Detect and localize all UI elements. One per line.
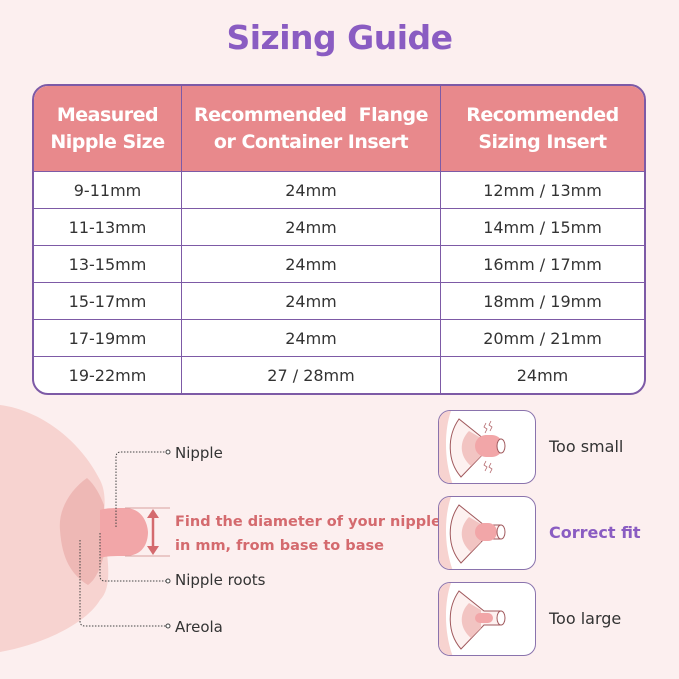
- table-cell: 24mm: [182, 172, 441, 208]
- table-row: 15-17mm 24mm 18mm / 19mm: [34, 282, 644, 319]
- table-cell: 14mm / 15mm: [483, 217, 602, 237]
- table-header-row: Measured Nipple Size Recommended Flange or…: [34, 86, 644, 171]
- fit-label: Too large: [549, 609, 622, 628]
- table-cell: 12mm / 13mm: [483, 180, 602, 200]
- table-cell: 20mm / 21mm: [483, 328, 602, 348]
- table-cell: 9-11mm: [34, 172, 182, 208]
- table-cell: 19-22mm: [34, 357, 182, 393]
- table-row: 19-22mm 27 / 28mm 24mm: [34, 356, 644, 393]
- table-row: 13-15mm 24mm 16mm / 17mm: [34, 245, 644, 282]
- table-cell: 13-15mm: [34, 246, 182, 282]
- table-cell: 16mm / 17mm: [483, 254, 602, 274]
- table-cell: 24mm: [182, 246, 441, 282]
- nipple-diagram: [0, 405, 171, 652]
- flange-correct-fit-icon: [438, 496, 536, 570]
- table-cell: 11-13mm: [34, 209, 182, 245]
- header-measured-nipple-size: Measured Nipple Size: [34, 86, 182, 171]
- sizing-table: Measured Nipple Size Recommended Flange or…: [32, 84, 646, 395]
- measure-instruction: Find the diameter of your nipple in mm, f…: [175, 514, 441, 554]
- table-cell: 18mm / 19mm: [483, 291, 602, 311]
- table-cell: 27 / 28mm: [182, 357, 441, 393]
- flange-too-small-icon: [438, 410, 536, 484]
- header-recommended-flange: Recommended Flange or Container Insert: [182, 86, 441, 171]
- table-cell: 24mm: [182, 320, 441, 356]
- table-cell: 15-17mm: [34, 283, 182, 319]
- fit-label: Correct fit: [549, 523, 641, 542]
- label-nipple-roots: Nipple roots: [175, 571, 266, 589]
- fit-label: Too small: [549, 437, 624, 456]
- label-nipple: Nipple: [175, 444, 223, 462]
- table-row: 11-13mm 24mm 14mm / 15mm: [34, 208, 644, 245]
- table-row: 9-11mm 24mm 12mm / 13mm: [34, 171, 644, 208]
- table-cell: 17-19mm: [34, 320, 182, 356]
- header-recommended-sizing-insert: Recommended Sizing Insert: [466, 103, 619, 153]
- table-cell: 24mm: [182, 283, 441, 319]
- page-title: Sizing Guide: [226, 18, 453, 57]
- table-cell: 24mm: [182, 209, 441, 245]
- table-cell: 24mm: [516, 365, 569, 385]
- flange-too-large-icon: [438, 582, 536, 656]
- label-areola: Areola: [175, 618, 223, 636]
- table-row: 17-19mm 24mm 20mm / 21mm: [34, 319, 644, 356]
